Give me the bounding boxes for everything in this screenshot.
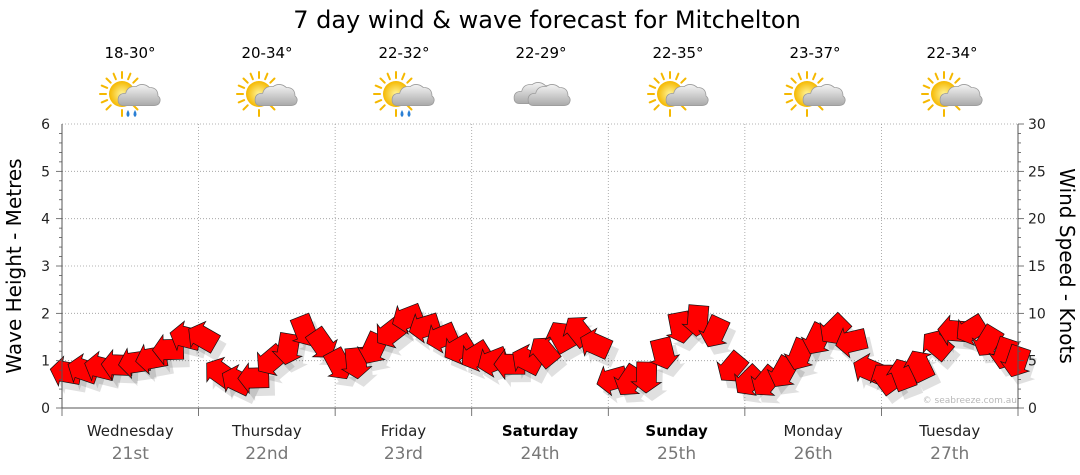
cloud-icon <box>513 82 571 106</box>
sun-cloud-icon <box>647 71 709 117</box>
day-date: 26th <box>794 444 833 464</box>
day-date: 22nd <box>245 444 288 464</box>
wind-arrow <box>596 365 630 397</box>
tick-label-left: 4 <box>41 212 50 228</box>
temperature-range: 22-34° <box>926 44 977 62</box>
wind-arrow <box>999 343 1032 378</box>
wind-arrow <box>188 320 222 354</box>
day-date: 23rd <box>384 444 423 464</box>
day-name: Tuesday <box>918 422 980 440</box>
sun-cloud-rain-icon <box>373 71 435 117</box>
sun-cloud-icon <box>784 71 846 117</box>
wind-arrow <box>408 312 443 344</box>
day-labels: Wednesday 21st Thursday 22nd Friday 23rd Satur… <box>87 422 980 464</box>
day-date: 27th <box>930 444 969 464</box>
day-date: 21st <box>112 444 149 464</box>
day-name: Friday <box>381 422 427 440</box>
wind-arrow <box>835 327 869 359</box>
wind-arrow <box>922 329 956 363</box>
wind-arrow <box>648 336 681 370</box>
day-date: 25th <box>657 444 696 464</box>
temperature-range: 22-35° <box>652 44 703 62</box>
tick-label-right: 15 <box>1028 259 1046 275</box>
tick-label-right: 10 <box>1028 306 1046 322</box>
tick-label-left: 2 <box>41 306 50 322</box>
tick-label-right: 0 <box>1028 401 1037 417</box>
day-name: Monday <box>784 422 843 440</box>
y-axis-right-label: Wind Speed - Knots <box>1055 168 1079 364</box>
temperature-range: 20-34° <box>241 44 292 62</box>
tick-label-left: 6 <box>41 117 50 133</box>
wind-arrow <box>956 313 990 347</box>
day-name: Saturday <box>502 422 579 440</box>
sun-cloud-rain-icon <box>99 71 161 117</box>
axes: 0 1 2 3 4 5 6 0 5 10 15 20 25 30 <box>41 117 1046 417</box>
wind-arrow <box>444 332 478 366</box>
tick-label-left: 0 <box>41 401 50 417</box>
day-name: Wednesday <box>87 422 174 440</box>
day-date: 24th <box>520 444 559 464</box>
tick-label-right: 5 <box>1028 354 1037 370</box>
tick-label-left: 5 <box>41 164 50 180</box>
wind-arrow <box>971 323 1005 356</box>
day-name: Thursday <box>231 422 302 440</box>
wind-arrow <box>426 321 460 354</box>
sun-cloud-icon <box>921 71 983 117</box>
tick-label-right: 30 <box>1028 117 1046 133</box>
chart-title: 7 day wind & wave forecast for Mitchelto… <box>293 6 801 34</box>
temperature-range: 23-37° <box>789 44 840 62</box>
tick-label-right: 20 <box>1028 212 1046 228</box>
wind-arrow <box>461 339 495 373</box>
temperature-range: 22-32° <box>378 44 429 62</box>
watermark: © seabreeze.com.au <box>923 396 1017 406</box>
day-name: Sunday <box>645 422 708 440</box>
tick-label-left: 3 <box>41 259 50 275</box>
wind-arrow <box>304 325 338 358</box>
wind-arrow <box>392 302 426 335</box>
y-axis-left-label: Wave Height - Metres <box>2 158 26 373</box>
weather-row: 18-30° 20-34° 22-32° 22-29° 22-35° 23-37° 22-3… <box>99 44 983 117</box>
wind-arrow <box>630 361 663 394</box>
temperature-range: 22-29° <box>515 44 566 62</box>
wind-arrows <box>49 302 1032 397</box>
temperature-range: 18-30° <box>104 44 155 62</box>
wind-arrow <box>903 350 936 384</box>
wind-arrow <box>580 327 614 360</box>
wind-arrow <box>734 362 768 396</box>
sun-cloud-icon <box>236 71 298 117</box>
tick-label-left: 1 <box>41 354 50 370</box>
wind-arrow <box>698 313 731 348</box>
tick-label-right: 25 <box>1028 164 1046 180</box>
